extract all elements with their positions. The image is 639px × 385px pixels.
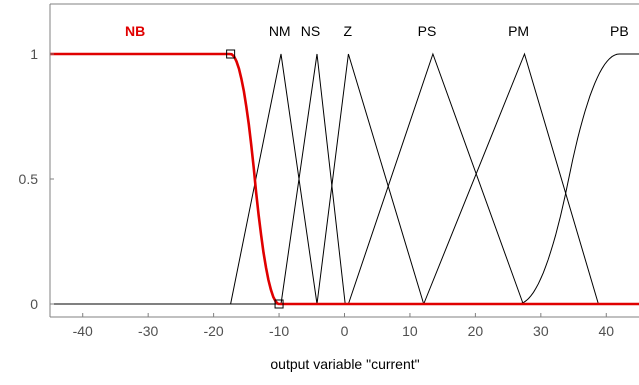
mf-curves-layer xyxy=(50,49,639,309)
x-tick-label: -30 xyxy=(138,323,158,339)
x-axis-title: output variable "current" xyxy=(270,356,419,372)
mf-label-ps[interactable]: PS xyxy=(418,23,437,39)
x-tick-label: 40 xyxy=(598,323,614,339)
mf-curve-pm[interactable] xyxy=(423,52,599,305)
mf-curve-pb[interactable] xyxy=(50,53,639,305)
mf-curve-ps[interactable] xyxy=(347,52,524,305)
x-tick-label: -20 xyxy=(203,323,223,339)
mf-curve-nm[interactable] xyxy=(230,53,318,305)
mf-handle-nb-2[interactable] xyxy=(274,299,284,309)
plot-frame xyxy=(49,3,639,318)
x-tick-label: 0 xyxy=(341,323,349,339)
mf-label-ns[interactable]: NS xyxy=(301,23,320,39)
y-tick-label: 0.5 xyxy=(19,171,39,187)
axis-ticks-layer: -40 -30 -20 -10 0 10 20 30 40 0 0.5 1 xyxy=(19,46,615,339)
mf-curve-nb[interactable] xyxy=(50,52,639,306)
y-tick-label: 1 xyxy=(30,46,38,62)
mf-label-z[interactable]: Z xyxy=(343,23,352,39)
x-tick-label: -10 xyxy=(269,323,289,339)
x-tick-label: 30 xyxy=(533,323,549,339)
mf-curve-ns[interactable] xyxy=(280,53,346,305)
x-tick-label: 10 xyxy=(402,323,418,339)
mf-label-nm[interactable]: NM xyxy=(269,23,291,39)
mf-handle-nb-1[interactable] xyxy=(226,49,236,59)
mf-labels-layer: NM NS Z PS PM PB NB xyxy=(125,23,629,39)
x-tick-label: 20 xyxy=(468,323,484,339)
y-tick-label: 0 xyxy=(30,296,38,312)
mf-label-pb[interactable]: PB xyxy=(610,23,629,39)
mf-label-nb[interactable]: NB xyxy=(125,23,145,39)
x-tick-label: -40 xyxy=(73,323,93,339)
mf-label-pm[interactable]: PM xyxy=(508,23,529,39)
mf-curve-z[interactable] xyxy=(316,53,425,305)
